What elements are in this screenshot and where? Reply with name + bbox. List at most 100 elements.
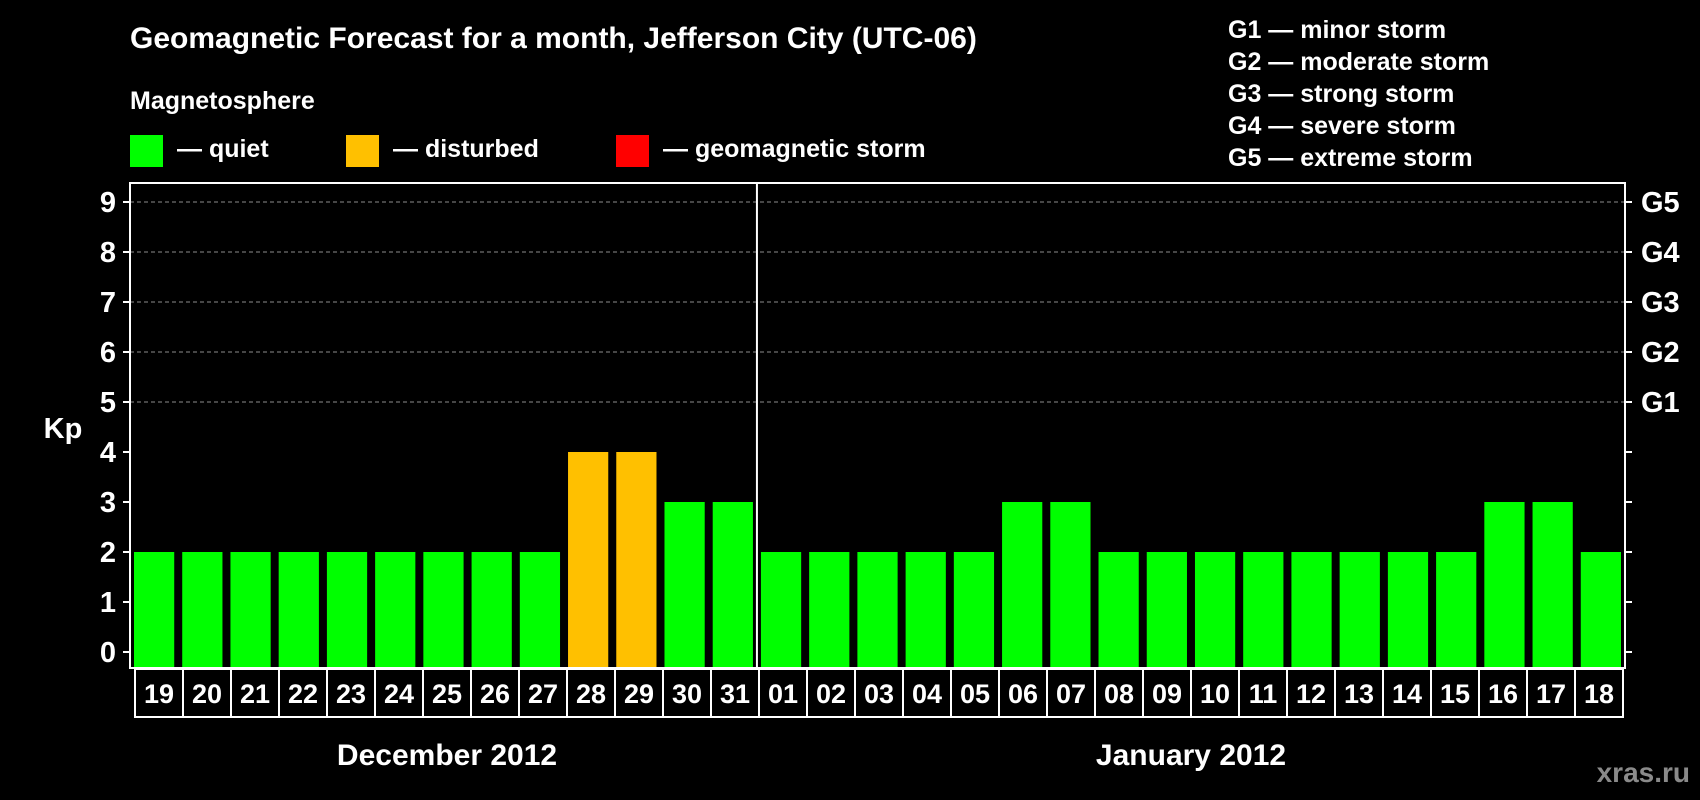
day-label-30: 30 [672,679,702,709]
day-label-23: 23 [336,679,366,709]
day-label-06: 06 [1008,679,1038,709]
legend-swatch-0 [130,135,163,167]
chart-subtitle: Magnetosphere [130,87,315,115]
day-label-07: 07 [1056,679,1086,709]
storm-level-label-G5: G5 [1641,187,1680,219]
storm-scale-legend: G1 — minor storm G2 — moderate storm G3 — … [1228,16,1489,172]
y-tick-label-0: 0 [100,637,116,669]
day-label-08: 08 [1104,679,1134,709]
bar-17 [1532,502,1573,668]
storm-level-label-G4: G4 [1641,237,1680,269]
month-labels: December 2012 January 2012 [337,739,1286,772]
day-label-29: 29 [624,679,654,709]
day-label-13: 13 [1344,679,1374,709]
day-label-17: 17 [1536,679,1566,709]
bar-18 [1580,552,1621,668]
bar-26 [471,552,512,668]
x-axis-day-labels: 19 20 21 22 23 24 25 26 27 28 29 30 31 01 02 03 04 05 06 07… [134,668,1624,718]
bar-28 [568,452,609,668]
legend-label-2: — geomagnetic storm [663,135,926,163]
y-tick-label-8: 8 [100,237,116,269]
day-label-21: 21 [240,679,270,709]
day-label-02: 02 [816,679,846,709]
storm-scale-item-1: G1 — minor storm [1228,16,1446,44]
legend-swatch-2 [616,135,649,167]
y-tick-label-2: 2 [100,537,116,569]
day-label-15: 15 [1440,679,1470,709]
bar-20 [182,552,223,668]
day-label-12: 12 [1296,679,1326,709]
bar-19 [134,552,175,668]
day-label-19: 19 [144,679,174,709]
day-label-09: 09 [1152,679,1182,709]
day-label-28: 28 [576,679,606,709]
bar-08 [1098,552,1139,668]
day-label-14: 14 [1392,679,1422,709]
day-label-18: 18 [1584,679,1614,709]
bar-09 [1146,552,1187,668]
day-label-frame [134,668,1624,718]
bar-01 [760,552,802,668]
bar-24 [375,552,416,668]
day-label-24: 24 [384,679,414,709]
bar-11 [1243,552,1284,668]
watermark: xras.ru [1597,757,1690,788]
day-label-26: 26 [480,679,510,709]
storm-level-label-G1: G1 [1641,387,1680,419]
storm-level-axis: G1 G2 G3 G4 G5 [1625,187,1680,653]
legend: — quiet — disturbed — geomagnetic storm [130,135,926,167]
bar-05 [953,552,995,668]
bars [134,452,1621,668]
bar-07 [1050,502,1091,668]
bar-30 [664,502,705,668]
day-label-10: 10 [1200,679,1230,709]
y-tick-label-6: 6 [100,337,116,369]
month-label-1: January 2012 [1096,739,1286,772]
storm-scale-item-5: G5 — extreme storm [1228,144,1473,172]
bar-22 [278,552,319,668]
y-tick-label-5: 5 [100,387,116,419]
y-tick-label-7: 7 [100,287,116,319]
bar-29 [616,452,657,668]
grid-lines [130,201,1625,403]
y-tick-label-9: 9 [100,187,116,219]
chart-title: Geomagnetic Forecast for a month, Jeffer… [130,22,977,55]
y-tick-label-3: 3 [100,487,116,519]
bar-10 [1194,552,1236,668]
y-tick-label-4: 4 [100,437,116,469]
bar-23 [326,552,368,668]
day-label-11: 11 [1249,679,1278,709]
bar-02 [809,552,850,668]
bar-14 [1387,552,1429,668]
day-label-04: 04 [912,679,942,709]
storm-level-label-G2: G2 [1641,337,1680,369]
legend-label-0: — quiet [177,135,269,163]
day-label-05: 05 [960,679,990,709]
bar-25 [423,552,464,668]
day-label-01: 01 [768,679,798,709]
bar-03 [857,552,898,668]
y-axis: 0 1 2 3 4 5 6 7 8 9 [100,187,130,669]
bar-15 [1436,552,1477,668]
day-label-31: 31 [720,679,750,709]
bar-04 [905,552,946,668]
day-label-25: 25 [432,679,462,709]
bar-21 [230,552,271,668]
day-label-20: 20 [192,679,222,709]
bar-12 [1291,552,1332,668]
legend-swatch-1 [346,135,379,167]
legend-label-1: — disturbed [393,135,539,163]
storm-scale-item-4: G4 — severe storm [1228,112,1456,140]
storm-level-label-G3: G3 [1641,287,1680,319]
day-label-22: 22 [288,679,318,709]
bar-13 [1339,552,1380,668]
y-tick-label-1: 1 [100,587,116,619]
storm-scale-item-3: G3 — strong storm [1228,80,1454,108]
day-label-16: 16 [1488,679,1518,709]
day-label-27: 27 [528,679,558,709]
bar-06 [1002,502,1043,668]
day-label-03: 03 [864,679,894,709]
bar-16 [1484,502,1525,668]
bar-27 [519,552,561,668]
